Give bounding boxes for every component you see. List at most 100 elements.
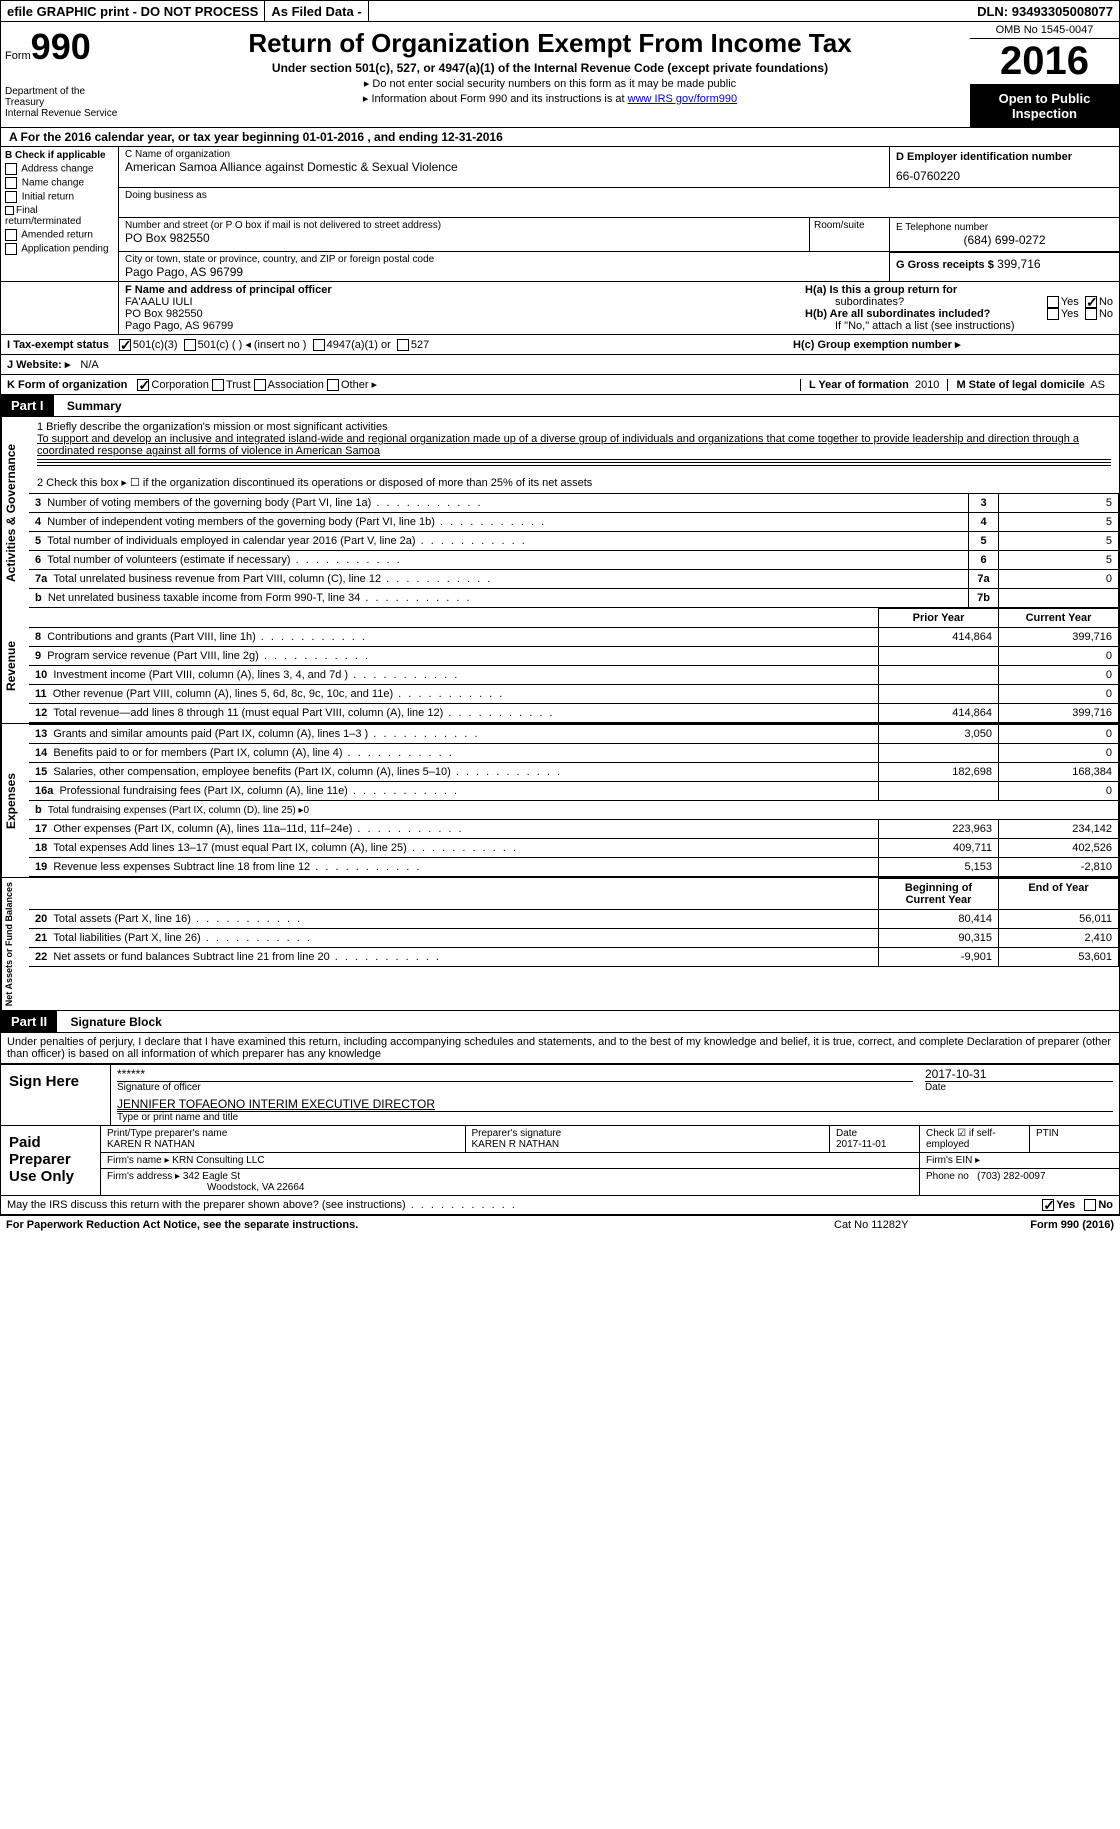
exp-line-16a: 16a Professional fundraising fees (Part … [29, 782, 1119, 801]
gross-value: 399,716 [997, 257, 1040, 271]
col-current: Current Year [999, 609, 1119, 628]
discuss-yesno: Yes No [1042, 1199, 1113, 1211]
row-i: I Tax-exempt status 501(c)(3) 501(c) ( )… [1, 334, 1119, 354]
signature-block: Sign Here ****** Signature of officer 20… [0, 1063, 1120, 1126]
summary-expenses: Expenses 13 Grants and similar amounts p… [0, 724, 1120, 878]
exp-line-13: 13 Grants and similar amounts paid (Part… [29, 725, 1119, 744]
chk-assoc[interactable] [254, 379, 266, 391]
chk-4947[interactable] [313, 339, 325, 351]
chk-527[interactable] [397, 339, 409, 351]
part2-title: Signature Block [60, 1012, 171, 1032]
sig-date-label: Date [925, 1082, 1113, 1093]
firm-name-cell: Firm's name ▸ KRN Consulting LLC [101, 1153, 919, 1168]
rev-line-8: 8 Contributions and grants (Part VIII, l… [29, 628, 1119, 647]
row-i-label: I Tax-exempt status [7, 339, 109, 351]
main-title: Return of Organization Exempt From Incom… [138, 28, 962, 59]
chk-initial-return[interactable]: Initial return [5, 191, 114, 203]
row-klm: K Form of organization Corporation Trust… [1, 374, 1119, 394]
discuss-no-chk[interactable] [1084, 1199, 1096, 1211]
net-header-row: Beginning of Current Year End of Year [29, 879, 1119, 910]
preparer-row: Paid Preparer Use Only Print/Type prepar… [1, 1126, 1119, 1195]
row-name: C Name of organization American Samoa Al… [119, 147, 1119, 188]
net-line-20: 20 Total assets (Part X, line 16)80,4145… [29, 910, 1119, 929]
preparer-label: Paid Preparer Use Only [1, 1126, 101, 1195]
row-m: M State of legal domicile AS [947, 379, 1113, 391]
firm-addr1: 342 Eagle St [183, 1171, 240, 1182]
col-boy: Beginning of Current Year [879, 879, 999, 910]
prep-ptin-cell: PTIN [1029, 1126, 1119, 1152]
q1-label: 1 Briefly describe the organization's mi… [37, 421, 1111, 433]
rev-header-row: Prior Year Current Year [29, 609, 1119, 628]
exp-line-15: 15 Salaries, other compensation, employe… [29, 763, 1119, 782]
chk-501c3[interactable] [119, 339, 131, 351]
prep-name-cell: Print/Type preparer's name KAREN R NATHA… [101, 1126, 465, 1152]
org-name: American Samoa Alliance against Domestic… [125, 160, 883, 174]
section-a: A For the 2016 calendar year, or tax yea… [0, 128, 1120, 395]
ha-yesno: Yes No [1047, 296, 1113, 308]
gov-line-3: 3 Number of voting members of the govern… [29, 494, 1119, 513]
header-grid: B Check if applicable Address change Nam… [1, 147, 1119, 281]
net-table: Beginning of Current Year End of Year 20… [29, 878, 1119, 967]
hb-yes-chk[interactable] [1047, 308, 1059, 320]
ha-no-chk[interactable] [1085, 296, 1097, 308]
gov-line-7a: 7a Total unrelated business revenue from… [29, 570, 1119, 589]
name-label: C Name of organization [125, 149, 883, 160]
ha-row: H(a) Is this a group return for [805, 284, 1113, 296]
open-public-1: Open to Public [974, 91, 1115, 106]
city-value: Pago Pago, AS 96799 [125, 265, 883, 279]
sign-here-label: Sign Here [1, 1065, 91, 1125]
col-prior: Prior Year [879, 609, 999, 628]
rev-line-12: 12 Total revenue—add lines 8 through 11 … [29, 704, 1119, 723]
hb-yesno: Yes No [1047, 308, 1113, 320]
chk-final-return[interactable]: Final return/terminated [5, 205, 114, 227]
sig-officer-row: ****** Signature of officer 2017-10-31 D… [111, 1065, 1119, 1095]
chk-application-pending[interactable]: Application pending [5, 243, 114, 255]
net-line-22: 22 Net assets or fund balances Subtract … [29, 948, 1119, 967]
street-label: Number and street (or P O box if mail is… [125, 220, 803, 231]
summary-netassets: Net Assets or Fund Balances Beginning of… [0, 878, 1120, 1011]
top-bar: efile GRAPHIC print - DO NOT PROCESS As … [0, 0, 1120, 22]
sig-stars: ****** [117, 1067, 913, 1082]
paperwork-notice: For Paperwork Reduction Act Notice, see … [6, 1219, 834, 1231]
city-block: City or town, state or province, country… [119, 252, 889, 281]
chk-trust[interactable] [212, 379, 224, 391]
col-cde: C Name of organization American Samoa Al… [119, 147, 1119, 281]
dept-irs: Internal Revenue Service [5, 108, 126, 119]
row-city: City or town, state or province, country… [119, 252, 1119, 281]
phone-value: (703) 282-0097 [977, 1171, 1045, 1182]
dept-treasury: Department of the Treasury [5, 86, 126, 108]
prep-name: KAREN R NATHAN [107, 1139, 459, 1150]
form990-link[interactable]: www IRS gov/form990 [628, 93, 737, 105]
row-m-label: M State of legal domicile [956, 379, 1084, 391]
ein-block: D Employer identification number 66-0760… [889, 147, 1119, 187]
chk-address-change[interactable]: Address change [5, 163, 114, 175]
exp-line-14: 14 Benefits paid to or for members (Part… [29, 744, 1119, 763]
cat-no: Cat No 11282Y [834, 1219, 984, 1231]
tax-year: 2016 [970, 39, 1119, 85]
dln-cell: DLN: 93493305008077 [971, 1, 1119, 21]
officer-addr1: PO Box 982550 [125, 308, 793, 320]
ha-yes-chk[interactable] [1047, 296, 1059, 308]
col-b-title: B Check if applicable [5, 150, 114, 161]
row-j-label: J Website: ▸ [7, 358, 70, 371]
discuss-yes-chk[interactable] [1042, 1199, 1054, 1211]
form-number: 990 [31, 26, 91, 67]
row-fh: F Name and address of principal officer … [1, 281, 1119, 334]
chk-corp[interactable] [137, 379, 149, 391]
ein-value: 66-0760220 [896, 169, 1113, 183]
prep-row2: Firm's name ▸ KRN Consulting LLC Firm's … [101, 1153, 1119, 1169]
ha-sub: subordinates? [805, 296, 1047, 308]
chk-other[interactable] [327, 379, 339, 391]
exp-line-17: 17 Other expenses (Part IX, column (A), … [29, 820, 1119, 839]
vlabel-netassets: Net Assets or Fund Balances [1, 878, 29, 1010]
chk-amended-return[interactable]: Amended return [5, 229, 114, 241]
gross-label: G Gross receipts $ [896, 259, 994, 271]
dba-block: Doing business as [119, 188, 889, 217]
prep-name-label: Print/Type preparer's name [107, 1128, 459, 1139]
hb-no-chk[interactable] [1085, 308, 1097, 320]
chk-501c[interactable] [184, 339, 196, 351]
row-dba: Doing business as [119, 188, 1119, 218]
chk-name-change[interactable]: Name change [5, 177, 114, 189]
gov-content: 1 Briefly describe the organization's mi… [29, 417, 1119, 608]
prep-sig-cell: Preparer's signature KAREN R NATHAN [465, 1126, 830, 1152]
